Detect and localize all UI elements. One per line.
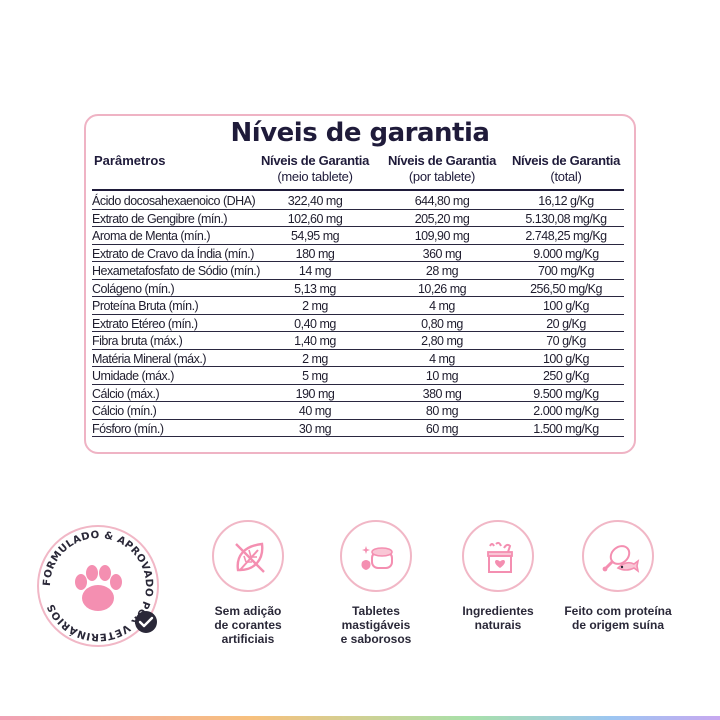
per-tablet-cell: 205,20 mg [414,211,470,226]
tablet-icon [340,520,412,592]
seal-graphic: FORMULADO & APROVADO POR VETERINÁRIOS [37,525,159,647]
table-body: Ácido docosahexaenoico (DHA) 322,40 mg 644… [92,192,624,437]
per-tablet-cell: 10,26 mg [417,281,467,296]
total-cell: 250 g/Kg [542,369,590,383]
parameter-cell: Cálcio (mín.) [92,404,157,418]
guarantee-table-card [84,114,636,454]
parameter-cell: Extrato de Cravo da Índia (mín.) [92,246,254,261]
parameter-cell: Fibra bruta (máx.) [92,334,183,348]
half-tablet-cell: 30 mg [298,421,332,436]
parameter-cell: Extrato de Gengibre (mín.) [92,211,227,226]
parameter-cell: Fósforo (mín.) [92,421,164,436]
half-tablet-cell: 322,40 mg [287,194,343,208]
half-tablet-cell: 0,40 mg [294,316,336,331]
table-row: Aroma de Menta (mín.) 54,95 mg 109,90 mg 2.… [92,227,624,245]
table-row: Colágeno (mín.) 5,13 mg 10,26 mg 256,50 mg/… [92,280,624,297]
per-tablet-cell: 360 mg [422,246,462,261]
half-tablet-cell: 2 mg [302,299,328,313]
parameter-cell: Cálcio (máx.) [92,386,160,401]
half-tablet-cell: 190 mg [295,386,335,401]
total-cell: 70 g/Kg [546,334,586,348]
parameter-cell: Aroma de Menta (mín.) [92,229,211,243]
table-row: Fósforo (mín.) 30 mg 60 mg 1.500 mg/Kg [92,420,624,437]
vet-approved-seal: FORMULADO & APROVADO POR VETERINÁRIOS [30,518,166,654]
table-row: Hexametafosfato de Sódio (mín.) 14 mg 28 m… [92,262,624,280]
per-tablet-cell: 80 mg [425,404,459,418]
total-cell: 9.500 mg/Kg [533,386,599,401]
total-cell: 5.130,08 mg/Kg [525,211,607,226]
per-tablet-cell: 4 mg [429,299,455,313]
table-row: Proteína Bruta (mín.) 2 mg 4 mg 100 g/Kg [92,297,624,315]
half-tablet-cell: 180 mg [295,246,335,261]
total-cell: 9.000 mg/Kg [533,246,599,261]
header-params: Parâmetros [94,153,166,168]
header-divider [92,189,624,191]
half-tablet-cell: 5,13 mg [294,281,336,296]
parameter-cell: Umidade (máx.) [92,369,174,383]
feature-pork-protein: Feito com proteína de origem suína [558,520,678,632]
total-cell: 100 g/Kg [542,351,590,366]
total-cell: 2.748,25 mg/Kg [525,229,607,243]
half-tablet-cell: 54,95 mg [290,229,340,243]
table-row: Umidade (máx.) 5 mg 10 mg 250 g/Kg [92,367,624,385]
half-tablet-cell: 5 mg [302,369,328,383]
total-cell: 100 g/Kg [542,299,590,313]
check-badge-icon [135,611,157,633]
parameter-cell: Extrato Etéreo (mín.) [92,316,198,331]
per-tablet-cell: 109,90 mg [414,229,470,243]
feature-natural-ingredients: Ingredientes naturais [438,520,558,632]
parameter-cell: Hexametafosfato de Sódio (mín.) [92,264,260,278]
parameter-cell: Proteína Bruta (mín.) [92,299,199,313]
total-cell: 256,50 mg/Kg [530,281,602,296]
table-row: Ácido docosahexaenoico (DHA) 322,40 mg 644… [92,192,624,210]
header-half-tablet: Níveis de Garantia (meio tablete) [260,153,370,184]
per-tablet-cell: 60 mg [425,421,459,436]
per-tablet-cell: 4 mg [429,351,455,366]
table-row: Cálcio (mín.) 40 mg 80 mg 2.000 mg/Kg [92,402,624,420]
rainbow-bottom-bar [0,716,720,720]
half-tablet-cell: 1,40 mg [294,334,336,348]
table-row: Extrato Etéreo (mín.) 0,40 mg 0,80 mg 20 g/… [92,315,624,332]
header-per-tablet: Níveis de Garantia (por tablete) [387,153,497,184]
parameter-cell: Matéria Mineral (máx.) [92,351,207,366]
table-title: Níveis de garantia [230,118,490,148]
table-row: Extrato de Gengibre (mín.) 102,60 mg 205,2… [92,210,624,227]
parameter-cell: Ácido docosahexaenoico (DHA) [92,194,256,208]
feature-chewable-tablets: Tabletes mastigáveis e saborosos [316,520,436,646]
per-tablet-cell: 2,80 mg [421,334,463,348]
ingredients-box-icon [462,520,534,592]
per-tablet-cell: 28 mg [425,264,459,278]
header-total: Níveis de Garantia (total) [511,153,621,184]
paw-icon [75,565,122,611]
parameter-cell: Colágeno (mín.) [92,281,175,296]
table-row: Cálcio (máx.) 190 mg 380 mg 9.500 mg/Kg [92,385,624,402]
leaf-icon [212,520,284,592]
meat-fish-icon [582,520,654,592]
half-tablet-cell: 2 mg [302,351,328,366]
total-cell: 2.000 mg/Kg [533,404,599,418]
total-cell: 20 g/Kg [546,316,586,331]
total-cell: 700 mg/Kg [538,264,594,278]
table-row: Matéria Mineral (máx.) 2 mg 4 mg 100 g/Kg [92,350,624,367]
per-tablet-cell: 380 mg [422,386,462,401]
total-cell: 1.500 mg/Kg [533,421,599,436]
total-cell: 16,12 g/Kg [538,194,594,208]
half-tablet-cell: 40 mg [298,404,332,418]
table-row: Fibra bruta (máx.) 1,40 mg 2,80 mg 70 g/Kg [92,332,624,350]
feature-no-dyes: Sem adição de corantes artificiais [188,520,308,646]
per-tablet-cell: 644,80 mg [414,194,470,208]
table-row: Extrato de Cravo da Índia (mín.) 180 mg 36… [92,245,624,262]
per-tablet-cell: 0,80 mg [421,316,463,331]
half-tablet-cell: 14 mg [298,264,332,278]
half-tablet-cell: 102,60 mg [287,211,343,226]
per-tablet-cell: 10 mg [425,369,459,383]
